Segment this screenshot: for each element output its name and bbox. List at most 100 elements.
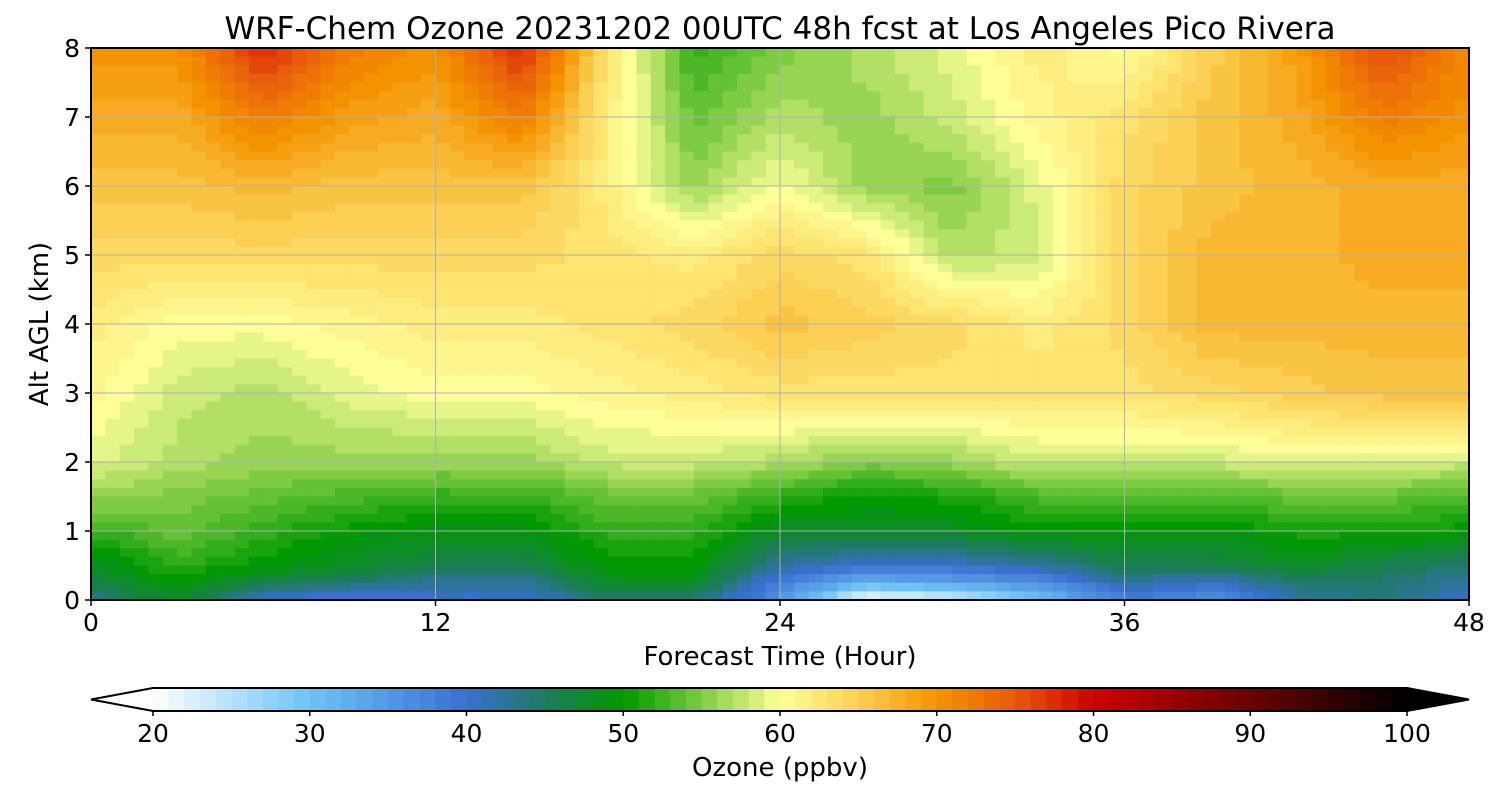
heatmap-cell	[794, 306, 810, 316]
heatmap-cell	[1210, 410, 1226, 420]
heatmap-cell	[909, 349, 925, 360]
heatmap-cell	[1397, 203, 1413, 213]
heatmap-cell	[1296, 73, 1312, 84]
heatmap-cell	[191, 211, 207, 222]
heatmap-cell	[765, 332, 781, 342]
heatmap-cell	[1296, 99, 1312, 109]
heatmap-cell	[966, 220, 982, 230]
heatmap-cell	[521, 186, 537, 196]
heatmap-cell	[593, 487, 609, 498]
heatmap-cell	[335, 186, 350, 196]
heatmap-cell	[894, 453, 910, 463]
heatmap-cell	[162, 298, 178, 308]
heatmap-cell	[708, 142, 724, 153]
heatmap-cell	[593, 289, 609, 299]
heatmap-cell	[492, 194, 508, 204]
heatmap-cell	[162, 73, 178, 84]
heatmap-cell	[1138, 315, 1154, 325]
heatmap-cell	[607, 375, 623, 385]
heatmap-cell	[894, 56, 910, 66]
heatmap-cell	[966, 194, 982, 204]
heatmap-cell	[162, 255, 178, 265]
heatmap-cell	[119, 358, 135, 368]
heatmap-cell	[1425, 117, 1441, 127]
heatmap-cell	[148, 246, 164, 256]
heatmap-cell	[1181, 444, 1197, 454]
heatmap-cell	[722, 436, 738, 446]
heatmap-cell	[708, 289, 724, 299]
heatmap-cell	[1368, 168, 1384, 178]
heatmap-cell	[579, 65, 594, 75]
heatmap-cell	[1282, 280, 1298, 291]
heatmap-cell	[1024, 384, 1039, 394]
heatmap-cell	[650, 263, 666, 273]
heatmap-cell	[1181, 384, 1197, 394]
heatmap-cell	[191, 401, 207, 411]
heatmap-cell	[1368, 177, 1384, 187]
heatmap-cell	[607, 462, 623, 472]
heatmap-cell	[435, 73, 451, 84]
heatmap-cell	[851, 229, 867, 239]
heatmap-cell	[1382, 418, 1398, 429]
heatmap-cell	[1311, 117, 1327, 127]
heatmap-cell	[837, 125, 853, 135]
heatmap-cell	[134, 142, 150, 153]
heatmap-cell	[808, 444, 824, 454]
heatmap-cell	[1354, 410, 1370, 420]
heatmap-cell	[1454, 341, 1469, 351]
heatmap-cell	[808, 255, 824, 265]
heatmap-cell	[980, 142, 996, 153]
heatmap-cell	[134, 384, 150, 394]
heatmap-cell	[650, 186, 666, 196]
heatmap-cell	[650, 487, 666, 498]
heatmap-cell	[1440, 255, 1456, 265]
heatmap-cell	[535, 160, 551, 170]
heatmap-cell	[607, 160, 623, 170]
heatmap-cell	[478, 401, 494, 411]
heatmap-cell	[1296, 315, 1312, 325]
heatmap-cell	[1110, 315, 1126, 325]
heatmap-cell	[449, 203, 465, 213]
heatmap-cell	[564, 384, 580, 394]
heatmap-cell	[1153, 151, 1169, 161]
heatmap-cell	[406, 393, 422, 403]
heatmap-cell	[220, 410, 236, 420]
heatmap-cell	[148, 367, 164, 377]
heatmap-cell	[134, 349, 150, 360]
heatmap-cell	[1110, 462, 1126, 472]
heatmap-cell	[593, 349, 609, 360]
heatmap-cell	[378, 203, 394, 213]
heatmap-cell	[593, 272, 609, 282]
heatmap-cell	[220, 341, 236, 351]
heatmap-cell	[1368, 315, 1384, 325]
heatmap-cell	[923, 358, 939, 368]
heatmap-cell	[320, 220, 336, 230]
heatmap-cell	[1081, 358, 1097, 368]
heatmap-cell	[263, 142, 279, 153]
heatmap-cell	[1210, 117, 1226, 127]
heatmap-cell	[708, 203, 724, 213]
heatmap-cell	[1253, 186, 1269, 196]
heatmap-cell	[880, 246, 896, 256]
heatmap-cell	[765, 280, 781, 291]
heatmap-cell	[234, 82, 250, 92]
heatmap-cell	[363, 56, 379, 66]
heatmap-cell	[1138, 246, 1154, 256]
heatmap-cell	[220, 315, 236, 325]
heatmap-cell	[320, 117, 336, 127]
heatmap-cell	[478, 427, 494, 437]
heatmap-cell	[263, 194, 279, 204]
heatmap-cell	[105, 134, 121, 144]
heatmap-cell	[291, 487, 307, 498]
heatmap-cell	[1325, 99, 1341, 109]
heatmap-cell	[320, 410, 336, 420]
heatmap-cell	[91, 332, 106, 342]
heatmap-cell	[851, 418, 867, 429]
heatmap-cell	[794, 168, 810, 178]
heatmap-cell	[119, 487, 135, 498]
heatmap-cell	[1110, 220, 1126, 230]
heatmap-cell	[1181, 349, 1197, 360]
heatmap-cell	[248, 151, 264, 161]
heatmap-cell	[306, 151, 322, 161]
heatmap-cell	[91, 125, 106, 135]
